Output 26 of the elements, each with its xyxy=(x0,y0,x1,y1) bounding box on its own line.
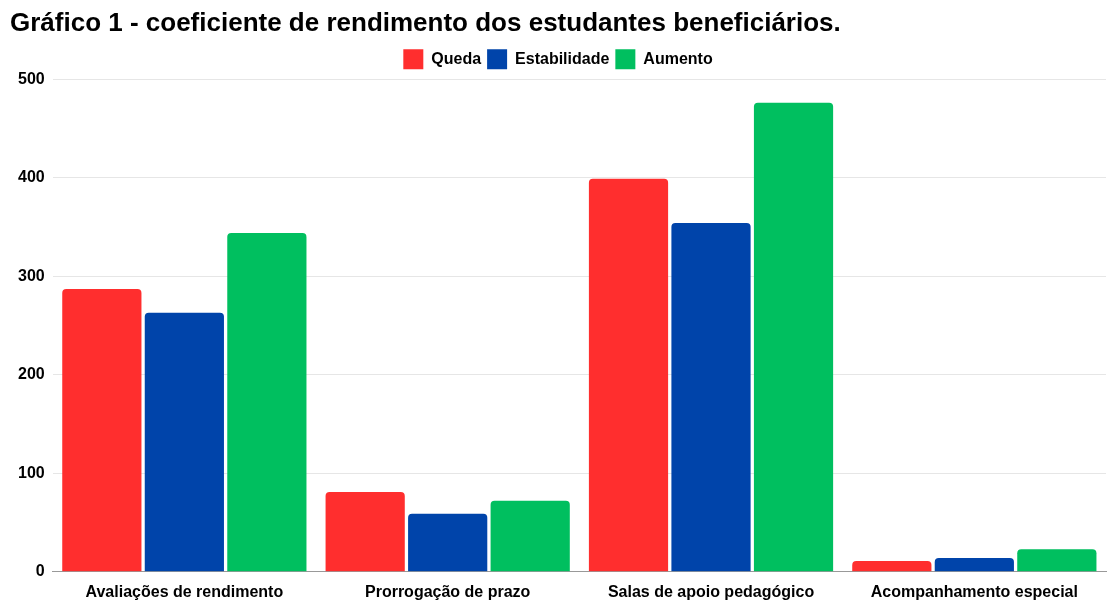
bar xyxy=(408,513,488,572)
y-tick-label: 0 xyxy=(35,562,45,580)
bar xyxy=(325,492,405,572)
y-tick-label: 200 xyxy=(17,365,45,383)
x-tick-label: Acompanhamento especial xyxy=(870,582,1078,600)
legend-label: Aumento xyxy=(643,49,713,67)
bar xyxy=(227,232,307,572)
bar xyxy=(490,500,570,572)
bar xyxy=(144,312,224,572)
y-tick-label: 500 xyxy=(17,69,45,87)
y-tick-label: 100 xyxy=(17,463,45,481)
chart-title: Gráfico 1 - coeficiente de rendimento dos estudantes beneficiários. xyxy=(10,6,841,37)
bar xyxy=(1017,549,1097,572)
bar xyxy=(753,102,834,572)
x-tick-label: Avaliações de rendimento xyxy=(85,582,284,600)
y-tick-label: 300 xyxy=(17,266,45,284)
y-tick-label: 400 xyxy=(17,168,45,186)
legend-label: Estabilidade xyxy=(515,49,610,67)
bar xyxy=(62,289,142,572)
bar xyxy=(852,560,932,572)
x-tick-label: Prorrogação de prazo xyxy=(365,582,531,600)
legend-label: Queda xyxy=(431,49,482,67)
bar xyxy=(671,223,751,572)
bar xyxy=(934,558,1014,572)
bar xyxy=(588,178,669,572)
x-tick-label: Salas de apoio pedagógico xyxy=(607,582,815,600)
